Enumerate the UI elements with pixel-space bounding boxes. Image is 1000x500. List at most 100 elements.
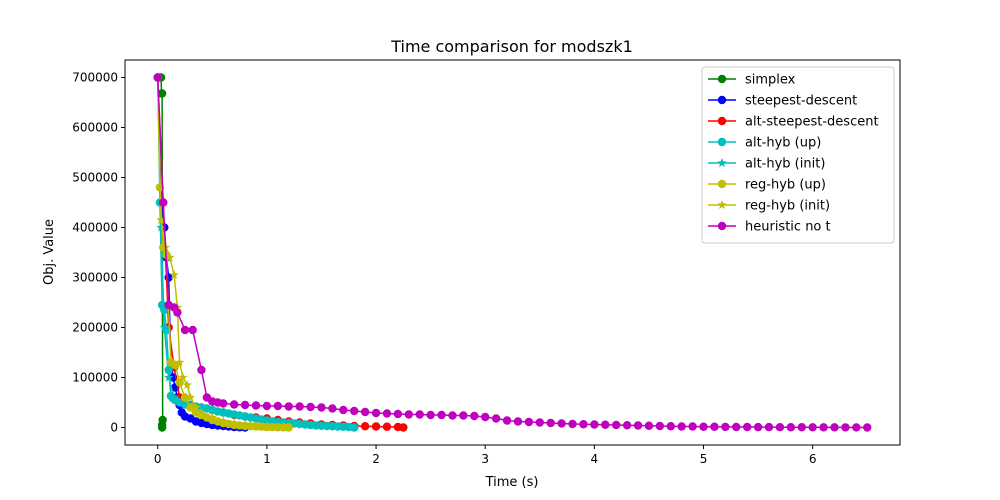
data-point	[382, 409, 392, 418]
data-point	[157, 423, 167, 432]
x-tick-label: 0	[154, 452, 162, 466]
data-point	[753, 422, 763, 432]
data-point	[157, 89, 167, 98]
legend-label: heuristic no t	[745, 220, 831, 235]
data-point	[229, 400, 239, 409]
x-tick-label: 2	[372, 452, 380, 466]
data-point	[393, 409, 403, 419]
data-point	[535, 418, 544, 427]
legend-box	[701, 66, 895, 244]
data-point	[404, 410, 414, 419]
x-tick-label: 1	[263, 452, 271, 466]
data-point	[159, 322, 170, 332]
data-point	[229, 418, 239, 428]
legend-entry: alt-steepest-descent	[708, 115, 879, 130]
legend-entry: reg-hyb (up)	[708, 178, 826, 193]
legend-marker	[717, 137, 727, 147]
data-point	[240, 420, 250, 430]
data-point	[262, 401, 272, 411]
data-point	[710, 422, 719, 431]
data-point	[699, 422, 708, 431]
x-tick-label: 4	[591, 452, 599, 466]
legend-entry: simplex	[708, 73, 796, 88]
data-point	[328, 404, 337, 413]
data-point	[371, 422, 381, 431]
series-line	[157, 77, 289, 429]
data-point	[180, 325, 190, 335]
data-point	[197, 365, 206, 375]
data-point	[611, 420, 621, 430]
x-tick-label: 3	[481, 452, 489, 466]
legend-marker	[717, 116, 727, 126]
series-line	[157, 77, 355, 429]
y-tick-label: 500000	[72, 171, 118, 185]
data-point	[470, 411, 479, 421]
data-point	[156, 215, 166, 225]
data-point	[306, 402, 315, 412]
data-point	[819, 423, 828, 432]
legend-marker	[717, 74, 727, 84]
data-point	[677, 422, 686, 431]
data-point	[218, 416, 228, 426]
data-point	[178, 372, 188, 382]
data-point	[360, 422, 370, 431]
legend-label: alt-steepest-descent	[745, 115, 879, 130]
data-point	[399, 423, 408, 432]
data-point	[426, 410, 435, 420]
legend-label: reg-hyb (up)	[745, 178, 826, 193]
data-point	[863, 423, 872, 432]
data-point	[601, 420, 610, 429]
data-point	[371, 408, 381, 418]
data-point	[175, 378, 184, 387]
series-line	[157, 77, 404, 429]
data-point	[732, 422, 741, 432]
data-point	[191, 402, 201, 412]
data-point	[590, 420, 599, 429]
data-point	[808, 423, 817, 432]
data-point	[153, 73, 162, 82]
data-point	[721, 422, 730, 432]
data-point	[317, 403, 326, 412]
legend-marker	[717, 200, 727, 210]
data-point	[251, 401, 261, 410]
data-point	[182, 380, 192, 390]
legend-marker	[717, 158, 727, 168]
legend-label: steepest-descent	[745, 94, 857, 109]
x-tick-label: 6	[809, 452, 817, 466]
data-point	[350, 406, 359, 416]
data-point	[180, 393, 190, 402]
legend-label: alt-hyb (init)	[745, 157, 825, 172]
legend-entry: heuristic no t	[708, 220, 831, 235]
y-tick-label: 600000	[72, 121, 118, 135]
data-point	[666, 422, 675, 431]
legend: simplex steepest-descent alt-steepest-desc…	[701, 66, 895, 244]
legend-marker	[717, 221, 727, 231]
legend-marker	[717, 179, 727, 189]
legend-entry: reg-hyb (init)	[708, 199, 830, 214]
legend-marker	[717, 95, 727, 105]
data-point	[174, 397, 185, 407]
data-point	[557, 419, 566, 428]
data-point	[513, 417, 523, 426]
data-point	[188, 325, 197, 335]
data-point	[251, 421, 261, 431]
data-point	[688, 422, 697, 431]
legend-label: simplex	[745, 73, 796, 88]
y-tick-label: 400000	[72, 221, 118, 235]
chart-title: Time comparison for modszk1	[390, 37, 633, 56]
data-point	[786, 423, 796, 432]
series-2	[153, 73, 408, 432]
data-point	[459, 411, 468, 420]
data-point	[240, 400, 250, 410]
data-point	[524, 417, 534, 427]
data-point	[633, 421, 643, 430]
data-point	[169, 270, 179, 280]
plot-area	[152, 72, 872, 432]
data-point	[437, 410, 446, 420]
data-point	[173, 308, 182, 317]
y-tick-label: 0	[110, 421, 118, 435]
data-point	[775, 423, 785, 432]
data-point	[415, 410, 424, 419]
data-point	[350, 423, 359, 432]
